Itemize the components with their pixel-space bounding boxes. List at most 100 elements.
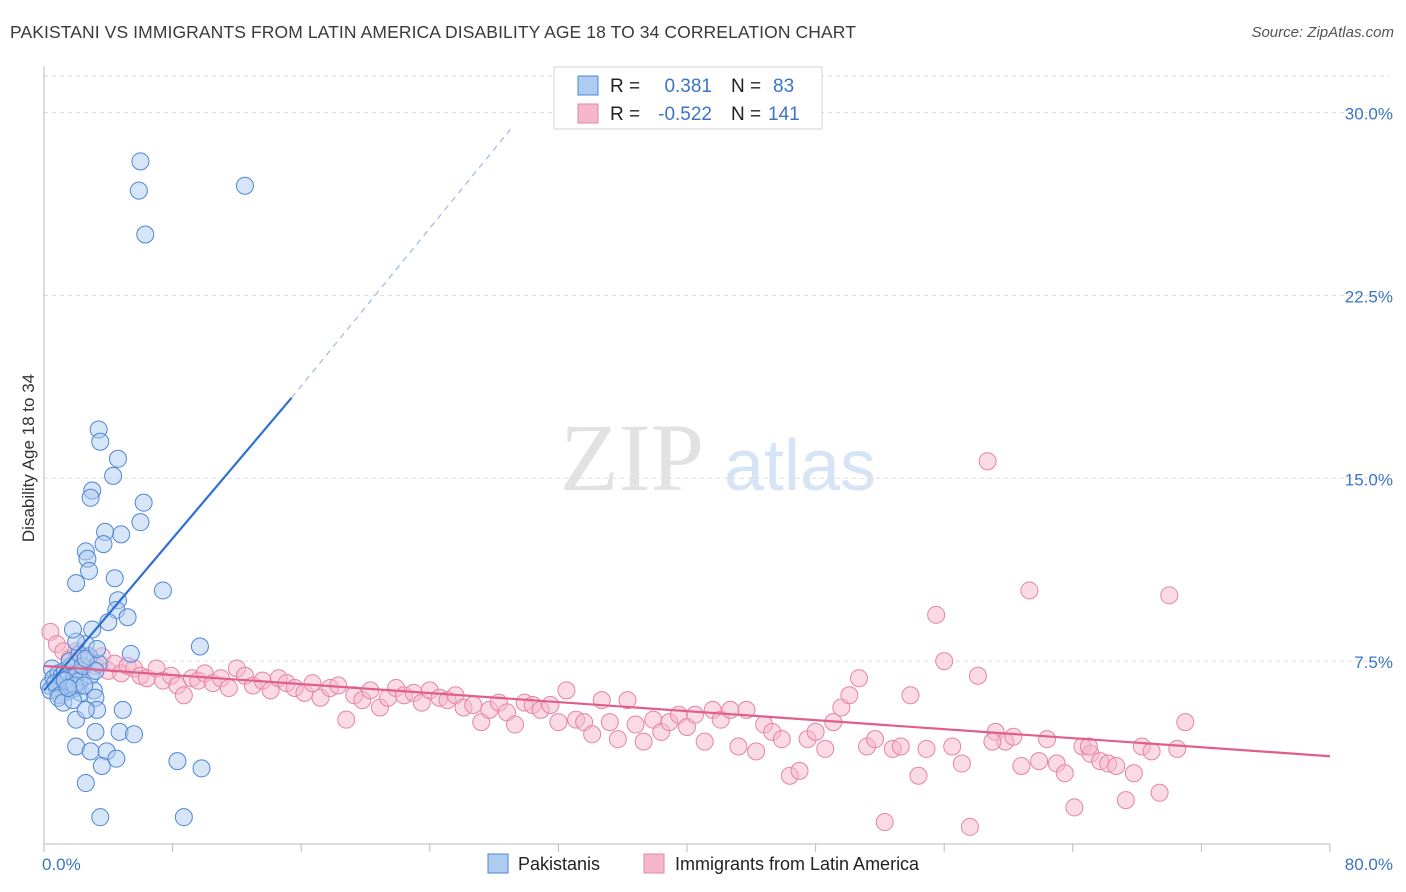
source-credit: Source: ZipAtlas.com	[1251, 24, 1394, 41]
latin-america-point	[541, 696, 560, 715]
latin-america-point	[626, 715, 645, 734]
y-tick-labels: 7.5% 15.0% 22.5% 30.0%	[1345, 105, 1393, 673]
pakistani-point	[134, 493, 153, 512]
pakistani-point	[131, 513, 150, 532]
latin-america-point	[1142, 742, 1161, 761]
latin-america-point	[1107, 756, 1126, 775]
latin-america-point	[618, 691, 637, 710]
latin-america-point	[909, 766, 928, 785]
latin-america-point	[943, 737, 962, 756]
pakistani-trend-extension	[291, 129, 511, 399]
latin-america-point	[968, 666, 987, 685]
latin-america-point	[549, 713, 568, 732]
y-tick-label-0: 7.5%	[1354, 653, 1393, 672]
pakistani-point	[91, 808, 110, 827]
chart-title: PAKISTANI VS IMMIGRANTS FROM LATIN AMERI…	[10, 22, 856, 42]
latin-america-point	[695, 732, 714, 751]
pakistani-point	[94, 535, 113, 554]
latin-america-point	[686, 705, 705, 724]
latin-america-point	[891, 737, 910, 756]
latin-america-point	[1030, 752, 1049, 771]
latin-america-point	[901, 686, 920, 705]
latin-america-point	[1055, 764, 1074, 783]
watermark-atlas: atlas	[724, 426, 876, 506]
pakistani-point	[80, 561, 99, 580]
pakistani-point	[91, 432, 110, 451]
grid-lines	[44, 75, 1390, 662]
pakistani-point	[83, 620, 102, 639]
pakistani-point	[136, 225, 155, 244]
pakistani-point	[67, 574, 86, 593]
legend-n-label-1: N =	[731, 76, 761, 97]
pakistani-point	[190, 637, 209, 656]
latin-america-point	[337, 710, 356, 729]
pakistani-point	[168, 752, 187, 771]
latin-america-point	[960, 817, 979, 836]
latin-america-point	[1116, 791, 1135, 810]
watermark: ZIP atlas	[560, 404, 876, 511]
latin-america-point	[464, 696, 483, 715]
latin-america-point	[952, 754, 971, 773]
legend-n-label-2: N =	[731, 104, 761, 125]
latin-america-point	[1124, 764, 1143, 783]
latin-america-point	[1038, 730, 1057, 749]
latin-america-point	[1079, 737, 1098, 756]
y-tick-label-2: 22.5%	[1345, 287, 1393, 306]
latin-america-point	[875, 813, 894, 832]
latin-america-point	[983, 732, 1002, 751]
pakistani-point	[107, 749, 126, 768]
latin-america-point	[978, 452, 997, 471]
x-tick-label-1: 80.0%	[1345, 855, 1393, 874]
pakistani-point	[118, 608, 137, 627]
latin-america-point	[1176, 713, 1195, 732]
pakistani-points	[39, 152, 254, 827]
latin-america-point	[608, 730, 627, 749]
series-legend-label-latin-america: Immigrants from Latin America	[675, 854, 920, 874]
pakistani-point	[76, 700, 95, 719]
latin-america-point	[219, 678, 238, 697]
latin-america-point	[1160, 586, 1179, 605]
pakistani-point	[112, 525, 131, 544]
latin-america-trend-line	[43, 664, 1331, 758]
latin-america-point	[1065, 798, 1084, 817]
x-tick-label-0: 0.0%	[42, 855, 81, 874]
pakistani-trend-line	[43, 397, 293, 692]
latin-america-point	[1168, 739, 1187, 758]
pakistani-point	[86, 722, 105, 741]
pakistani-point	[63, 620, 82, 639]
latin-america-point	[634, 732, 653, 751]
y-tick-label-3: 30.0%	[1345, 105, 1393, 124]
trend-lines	[43, 129, 1331, 758]
pakistani-point	[121, 644, 140, 663]
watermark-zip: ZIP	[560, 404, 704, 511]
latin-america-point	[557, 681, 576, 700]
legend-r-value-1: 0.381	[664, 76, 712, 97]
latin-america-point	[721, 700, 740, 719]
latin-america-point	[866, 730, 885, 749]
stats-legend: R = 0.381 N = 83 R = -0.522 N = 141	[553, 66, 823, 130]
latin-america-point	[303, 674, 322, 693]
pakistani-point	[235, 176, 254, 195]
legend-n-value-1: 83	[773, 76, 794, 97]
pakistani-point	[76, 774, 95, 793]
series-legend-swatch-latin-america	[643, 853, 665, 874]
latin-america-point	[816, 739, 835, 758]
y-tick-label-1: 15.0%	[1345, 470, 1393, 489]
latin-america-point	[850, 669, 869, 688]
axes	[43, 66, 1331, 852]
latin-america-point	[1020, 581, 1039, 600]
series-legend-swatch-pakistanis	[487, 853, 509, 874]
latin-america-point	[1150, 783, 1169, 802]
stats-legend-box	[553, 66, 823, 130]
latin-america-point	[1012, 756, 1031, 775]
latin-america-point	[747, 742, 766, 761]
latin-america-point	[917, 739, 936, 758]
pakistani-point	[125, 725, 144, 744]
latin-america-point	[935, 652, 954, 671]
pakistani-point	[81, 742, 100, 761]
pakistani-point	[174, 808, 193, 827]
latin-america-point	[600, 713, 619, 732]
pakistani-point	[105, 569, 124, 588]
legend-r-value-2: -0.522	[658, 104, 712, 125]
latin-america-point	[927, 605, 946, 624]
